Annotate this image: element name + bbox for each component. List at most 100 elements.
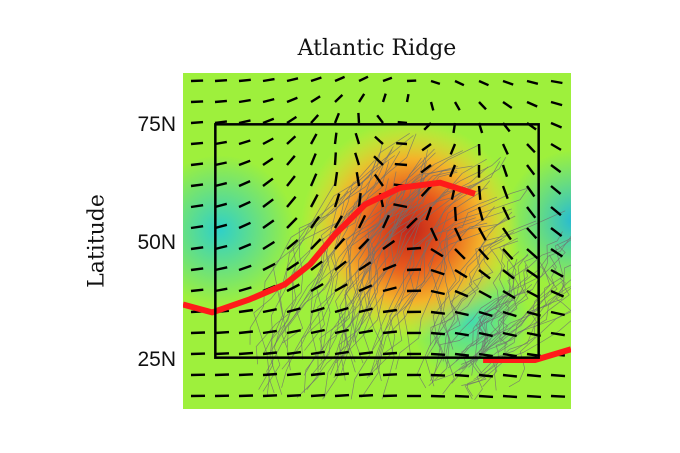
wind-arrow xyxy=(358,284,373,293)
wind-arrow xyxy=(190,162,204,167)
wind-arrow xyxy=(357,214,367,229)
wind-arrow xyxy=(550,268,564,278)
wind-arrow xyxy=(238,180,251,188)
wind-arrow xyxy=(286,115,298,125)
wind-arrow xyxy=(374,135,384,145)
wind-arrow xyxy=(358,75,369,83)
ridge-lines xyxy=(183,179,571,363)
storm-track xyxy=(353,156,501,343)
storm-track xyxy=(468,311,571,368)
wind-arrow xyxy=(262,329,277,335)
wind-arrow xyxy=(453,101,461,111)
wind-arrow xyxy=(477,227,487,241)
storm-track xyxy=(367,148,435,370)
wind-arrow xyxy=(478,289,492,299)
wind-arrow xyxy=(397,120,408,125)
wind-arrow xyxy=(376,114,384,124)
wind-arrow xyxy=(526,394,542,399)
storm-track xyxy=(434,211,513,346)
wind-arrow xyxy=(430,373,446,377)
storm-tracks xyxy=(249,133,571,401)
wind-arrow xyxy=(429,101,435,111)
wind-arrow xyxy=(262,137,274,146)
domain-box xyxy=(214,123,540,359)
wind-arrow xyxy=(190,225,204,230)
wind-arrow xyxy=(358,329,374,335)
wind-arrow xyxy=(214,120,228,125)
wind-arrow xyxy=(238,264,252,272)
cold-anomaly-west xyxy=(183,155,295,305)
storm-track xyxy=(474,254,551,363)
wind-arrow xyxy=(550,247,564,258)
wind-arrow xyxy=(238,200,251,209)
wind-arrow xyxy=(454,352,470,357)
y-tick-50n: 50N xyxy=(137,231,176,254)
wind-arrow xyxy=(381,93,387,103)
wind-arrow xyxy=(550,289,565,298)
wind-arrow xyxy=(550,185,562,195)
wind-arrow xyxy=(526,164,536,176)
wind-arrow xyxy=(334,372,350,377)
wind-arrow xyxy=(358,372,374,377)
wind-arrow xyxy=(190,288,204,293)
wind-arrow xyxy=(526,206,537,219)
wind-arrow xyxy=(333,193,341,208)
wind-arrow xyxy=(526,227,538,240)
wind-arrow xyxy=(334,350,349,356)
wind-arrow xyxy=(394,162,408,167)
wind-arrow xyxy=(214,140,228,146)
wind-arrow xyxy=(262,394,278,398)
wind-arrow xyxy=(357,192,362,208)
storm-track xyxy=(249,135,414,345)
wind-arrow xyxy=(310,260,323,271)
wind-arrow xyxy=(262,177,274,187)
wind-arrow xyxy=(454,310,469,317)
wind-arrow xyxy=(262,198,274,208)
wind-arrow xyxy=(334,306,349,314)
wind-arrow xyxy=(358,261,372,272)
wind-arrow xyxy=(381,214,390,229)
wind-arrow xyxy=(286,77,299,83)
storm-track xyxy=(371,161,501,350)
storm-track xyxy=(425,238,503,387)
wind-arrow xyxy=(238,221,251,230)
wind-arrow xyxy=(501,143,509,155)
wind-arrow xyxy=(238,98,251,104)
wind-arrow xyxy=(214,202,228,209)
wind-arrow xyxy=(405,93,410,103)
wind-arrow xyxy=(454,373,470,378)
wind-arrow xyxy=(526,248,539,260)
wind-arrow xyxy=(406,268,422,272)
wind-arrow xyxy=(425,206,433,221)
wind-arrow xyxy=(502,331,517,338)
wind-arrow xyxy=(309,173,318,187)
wind-arrow xyxy=(309,153,317,166)
wind-arrow xyxy=(502,394,518,399)
wind-arrow xyxy=(478,310,493,318)
wind-arrow xyxy=(286,307,301,314)
storm-track xyxy=(442,210,566,362)
wind-arrow xyxy=(214,161,227,167)
storm-track xyxy=(429,206,495,382)
wind-arrow xyxy=(262,97,275,104)
wind-arrow xyxy=(502,310,517,318)
wind-arrow xyxy=(382,308,398,314)
storm-track xyxy=(460,253,529,365)
wind-arrow xyxy=(382,351,398,356)
wind-arrow xyxy=(310,238,322,250)
wind-arrow xyxy=(382,330,398,335)
wind-arrow xyxy=(478,101,487,111)
wind-arrow xyxy=(286,394,302,398)
wind-arrow xyxy=(430,289,445,296)
wind-arrow xyxy=(406,246,422,251)
wind-arrow xyxy=(190,204,204,209)
wind-arrow xyxy=(382,286,397,293)
wind-arrow xyxy=(550,310,565,317)
wind-arrow xyxy=(310,372,326,377)
storm-track xyxy=(253,201,362,396)
storm-track xyxy=(354,166,489,364)
wind-vectors xyxy=(190,75,566,399)
wind-arrow xyxy=(502,227,512,241)
wind-arrow xyxy=(478,248,490,261)
storm-track xyxy=(303,161,390,376)
